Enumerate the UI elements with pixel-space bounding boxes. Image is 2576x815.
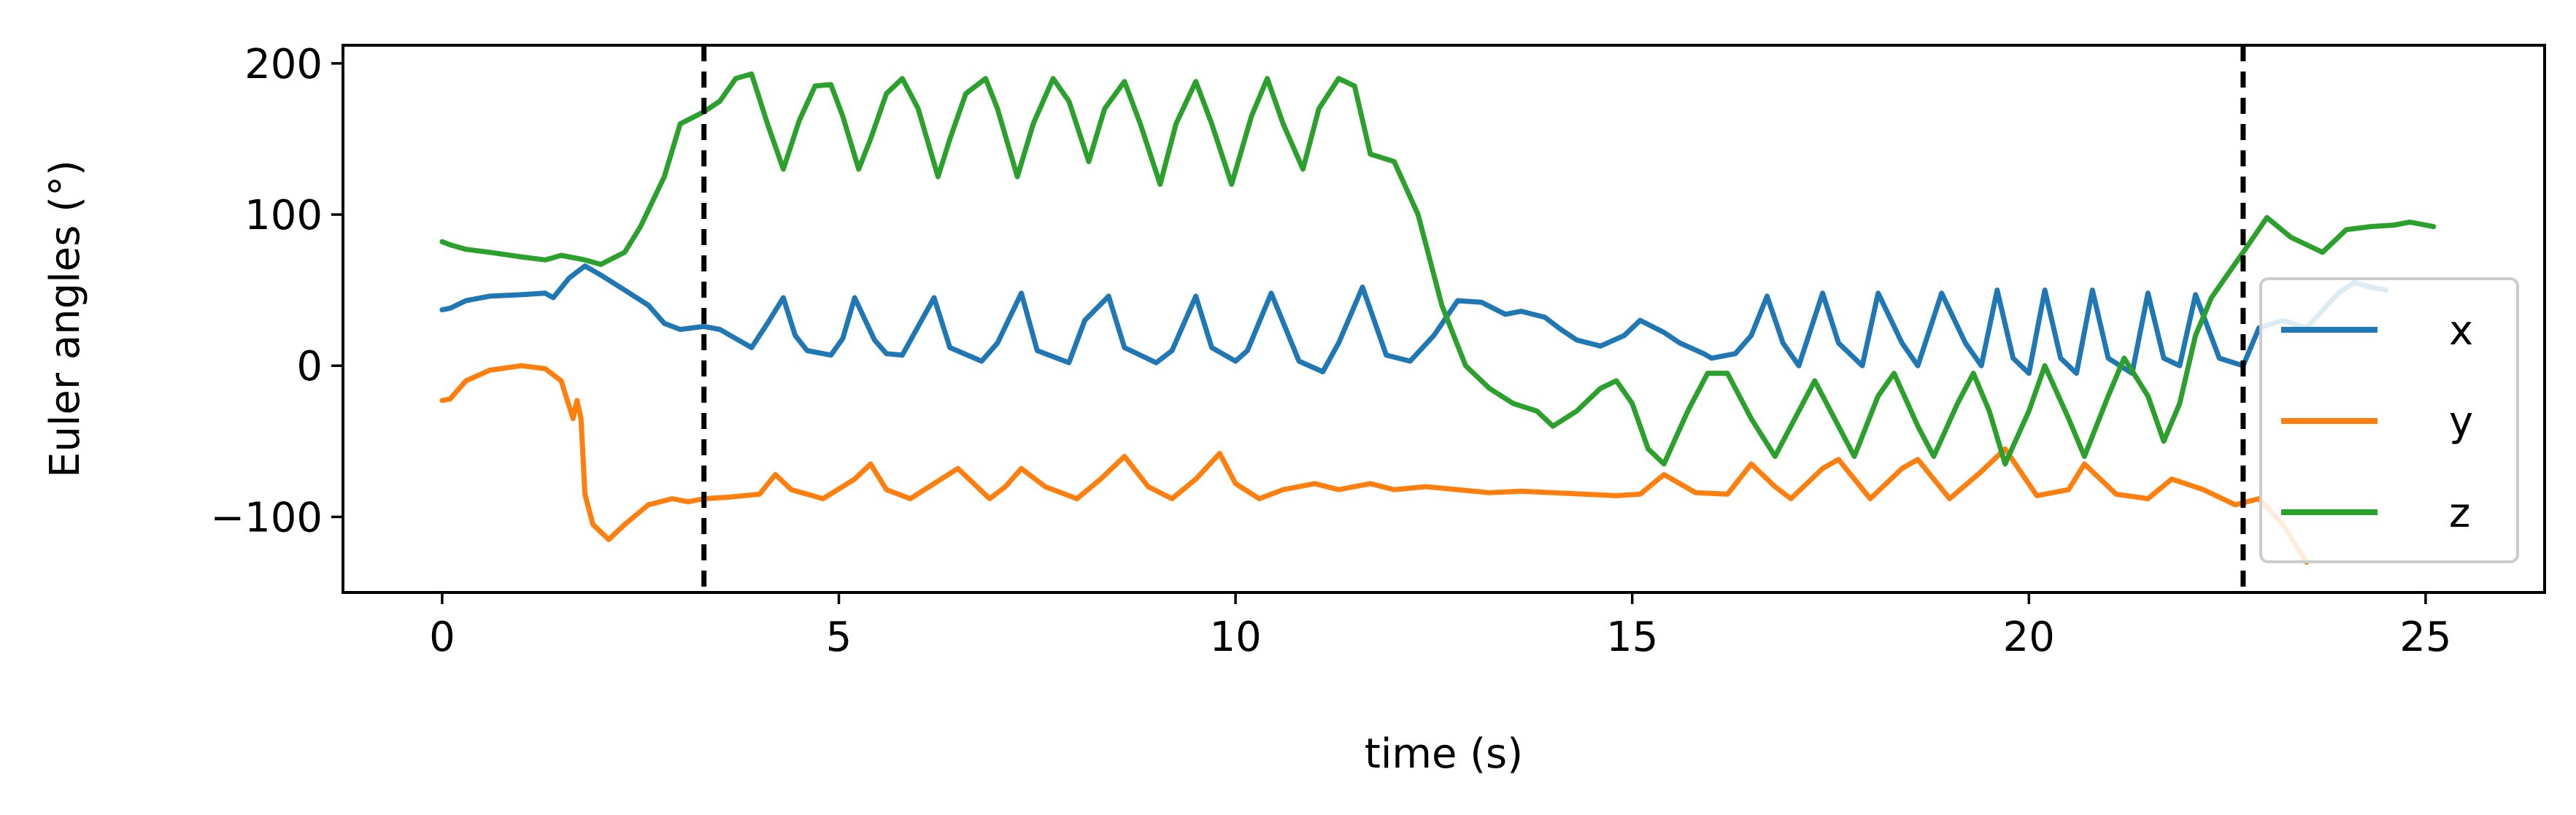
series-line-y (439, 363, 2310, 565)
axes-frame (342, 44, 2546, 594)
x-tick-label: 15 (1606, 614, 1658, 661)
x-tick-label: 25 (2399, 614, 2451, 661)
y-tick-label: 100 (244, 192, 323, 239)
x-tick-label: 0 (429, 614, 455, 661)
legend: xyz (2259, 277, 2519, 563)
legend-label-x: x (2449, 307, 2473, 355)
legend-label-y: y (2449, 398, 2473, 446)
y-tick-label: 0 (296, 343, 323, 390)
legend-box (2259, 277, 2519, 563)
series-line-x (439, 263, 2389, 376)
x-tick-label: 5 (826, 614, 852, 661)
x-tick-label: 20 (2003, 614, 2055, 661)
legend-label-z: z (2449, 490, 2470, 537)
y-tick-label: 200 (244, 41, 323, 88)
plot-area (439, 45, 2437, 592)
x-axis: 0 5 10 15 20 25 (429, 592, 2452, 661)
x-axis-title: time (s) (1365, 730, 1523, 778)
series-line-z (439, 71, 2437, 467)
y-axis-title: Euler angles (°) (42, 160, 89, 478)
y-tick-label: −100 (210, 494, 323, 541)
y-axis: −100 0 100 200 (210, 41, 343, 541)
x-tick-label: 10 (1209, 614, 1261, 661)
